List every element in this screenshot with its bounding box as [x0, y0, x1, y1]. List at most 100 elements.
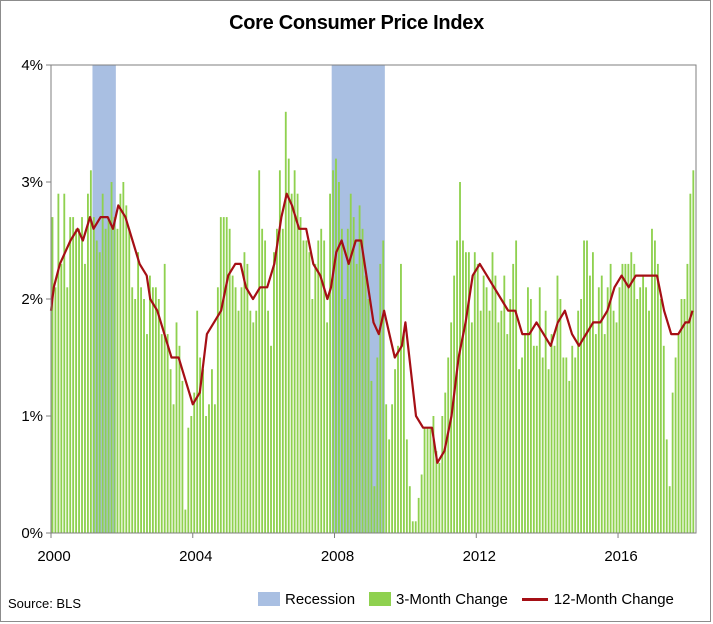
- bar-3-month: [435, 451, 438, 533]
- bar-3-month: [450, 322, 453, 533]
- bar-3-month: [509, 299, 512, 533]
- bar-3-month: [311, 299, 314, 533]
- bar-3-month: [624, 263, 627, 533]
- bar-3-month: [589, 275, 591, 533]
- bar-3-month: [131, 287, 134, 533]
- bar-3-month: [574, 357, 577, 533]
- bar-3-month: [287, 158, 290, 533]
- bar-3-month: [521, 357, 523, 533]
- bar-3-month: [467, 252, 470, 533]
- bar-3-month: [202, 369, 205, 533]
- bar-3-month: [299, 217, 302, 533]
- bar-3-month: [113, 217, 116, 533]
- bar-3-month: [500, 310, 503, 533]
- recession-band-1: [331, 65, 385, 533]
- three-month-bars: [51, 111, 695, 534]
- bar-3-month: [305, 240, 308, 533]
- bar-3-month: [361, 228, 364, 534]
- bar-3-month: [134, 299, 137, 533]
- bar-3-month: [432, 416, 435, 533]
- x-tick-label: 2004: [179, 548, 212, 565]
- legend-label-3-month: 3-Month Change: [396, 590, 508, 608]
- bar-3-month: [654, 240, 656, 533]
- bar-3-month: [264, 240, 267, 533]
- recession-bands: [92, 65, 385, 533]
- bar-3-month: [222, 217, 225, 533]
- bar-3-month: [568, 380, 571, 533]
- legend-label-recession: Recession: [285, 590, 356, 608]
- bar-3-month: [72, 217, 75, 533]
- bar-3-month: [199, 357, 202, 533]
- legend-line-12-month: [521, 597, 548, 601]
- bar-3-month: [69, 217, 72, 533]
- bar-3-month: [252, 322, 255, 533]
- bar-3-month: [402, 334, 405, 533]
- bar-3-month: [335, 158, 337, 533]
- bar-3-month: [231, 275, 234, 533]
- bar-3-month: [512, 263, 515, 533]
- bar-3-month: [54, 287, 57, 533]
- bar-3-month: [358, 205, 361, 533]
- bar-3-month: [116, 228, 119, 534]
- bar-3-month: [84, 263, 86, 533]
- bar-3-month: [659, 299, 662, 533]
- bar-3-month: [594, 334, 597, 533]
- bar-3-month: [137, 252, 140, 533]
- bar-3-month: [281, 228, 284, 534]
- x-tick-label: 2000: [37, 548, 70, 565]
- bar-3-month: [382, 240, 385, 533]
- bar-3-month: [208, 404, 210, 533]
- bar-3-month: [320, 228, 323, 534]
- bar-3-month: [488, 310, 491, 533]
- twelve-month-line: [49, 192, 694, 464]
- bar-3-month: [479, 310, 482, 533]
- bar-3-month: [674, 357, 677, 533]
- bar-3-month: [323, 240, 326, 533]
- bar-3-month: [453, 275, 456, 533]
- legend-item-3-month: 3-Month Change: [369, 591, 508, 608]
- bar-3-month: [482, 275, 485, 533]
- bar-3-month: [151, 287, 154, 533]
- legend-item-recession: Recession: [258, 591, 355, 608]
- bar-3-month: [246, 263, 249, 533]
- bar-3-month: [597, 287, 600, 533]
- bar-3-month: [184, 509, 187, 533]
- bar-3-month: [621, 263, 624, 533]
- bar-3-month: [296, 193, 299, 533]
- bar-3-month: [346, 228, 349, 534]
- bar-3-month: [66, 287, 69, 533]
- bar-3-month: [662, 345, 665, 533]
- bar-3-month: [95, 240, 98, 533]
- bar-3-month: [122, 182, 125, 533]
- bar-3-month: [86, 193, 89, 533]
- bar-3-month: [645, 287, 647, 533]
- bar-3-month: [128, 228, 131, 534]
- x-tick-label: 2016: [604, 548, 637, 565]
- bar-3-month: [332, 170, 334, 534]
- legend-label-12-month: 12-Month Change: [553, 590, 674, 608]
- bar-3-month: [612, 310, 615, 533]
- bar-3-month: [553, 345, 556, 533]
- bar-3-month: [547, 369, 550, 533]
- bar-3-month: [154, 287, 157, 533]
- bar-3-month: [205, 416, 207, 533]
- source-note: Source: BLS: [8, 596, 81, 611]
- bar-3-month: [98, 252, 101, 533]
- bar-3-month: [276, 228, 278, 534]
- bar-3-month: [494, 275, 497, 533]
- bar-3-month: [376, 357, 379, 533]
- bar-3-month: [302, 240, 305, 533]
- bar-3-month: [273, 252, 275, 533]
- bar-3-month: [630, 252, 633, 533]
- bar-3-month: [580, 299, 583, 533]
- bar-3-month: [216, 287, 219, 533]
- bar-3-month: [213, 404, 216, 533]
- bar-3-month: [447, 357, 450, 533]
- bar-3-month: [278, 170, 281, 534]
- bar-3-month: [456, 240, 458, 533]
- bar-3-month: [411, 521, 414, 533]
- bar-3-month: [385, 404, 388, 533]
- bar-3-month: [541, 357, 544, 533]
- bar-3-month: [140, 287, 142, 533]
